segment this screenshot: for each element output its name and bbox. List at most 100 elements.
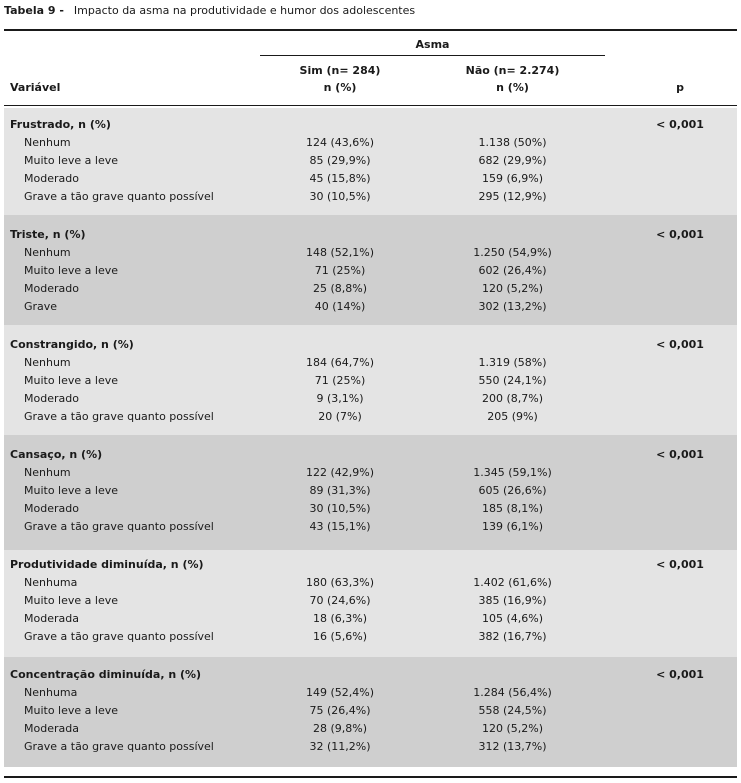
- section-title-row: Concentração diminuída, n (%) < 0,001: [4, 666, 737, 684]
- table-row: Moderada 28 (9,8%) 120 (5,2%): [4, 720, 737, 738]
- table-row: Grave a tão grave quanto possível 30 (10…: [4, 188, 737, 206]
- header-sim-line1: Sim (n= 284): [299, 64, 381, 77]
- cell-nao: 1.138 (50%): [478, 136, 547, 149]
- table-row: Nenhuma 149 (52,4%) 1.284 (56,4%): [4, 684, 737, 702]
- section-cansaco: Cansaço, n (%) < 0,001 Nenhum 122 (42,9%…: [4, 435, 737, 550]
- section-title: Concentração diminuída, n (%): [10, 668, 202, 681]
- section-title-row: Frustrado, n (%) < 0,001: [4, 116, 737, 134]
- table-row: Nenhum 124 (43,6%) 1.138 (50%): [4, 134, 737, 152]
- table-caption: Tabela 9 - Impacto da asma na produtivida…: [4, 4, 415, 17]
- cell-nao: 602 (26,4%): [478, 264, 547, 277]
- cell-nao: 1.284 (56,4%): [473, 686, 552, 699]
- row-label: Moderado: [24, 282, 79, 295]
- row-label: Muito leve a leve: [24, 484, 118, 497]
- row-label: Grave a tão grave quanto possível: [24, 410, 214, 423]
- cell-nao: 558 (24,5%): [478, 704, 547, 717]
- cell-nao: 205 (9%): [487, 410, 538, 423]
- cell-nao: 120 (5,2%): [481, 282, 544, 295]
- cell-nao: 159 (6,9%): [481, 172, 544, 185]
- row-label: Nenhum: [24, 356, 71, 369]
- cell-sim: 89 (31,3%): [309, 484, 371, 497]
- row-label: Nenhum: [24, 136, 71, 149]
- row-label: Muito leve a leve: [24, 594, 118, 607]
- row-label: Grave: [24, 300, 58, 313]
- table-row: Muito leve a leve 71 (25%) 550 (24,1%): [4, 372, 737, 390]
- row-label: Grave a tão grave quanto possível: [24, 520, 214, 533]
- p-value: < 0,001: [656, 338, 704, 351]
- row-label: Moderada: [24, 612, 79, 625]
- cell-sim: 122 (42,9%): [305, 466, 375, 479]
- header-sim-line2: n (%): [323, 81, 357, 94]
- row-label: Muito leve a leve: [24, 374, 118, 387]
- section-title: Cansaço, n (%): [10, 448, 103, 461]
- table-row: Nenhum 148 (52,1%) 1.250 (54,9%): [4, 244, 737, 262]
- cell-nao: 1.319 (58%): [478, 356, 547, 369]
- cell-sim: 40 (14%): [314, 300, 366, 313]
- table-row: Moderado 45 (15,8%) 159 (6,9%): [4, 170, 737, 188]
- header-variable: Variável: [10, 81, 61, 94]
- table-row: Moderado 25 (8,8%) 120 (5,2%): [4, 280, 737, 298]
- section-title-row: Constrangido, n (%) < 0,001: [4, 336, 737, 354]
- cell-sim: 16 (5,6%): [312, 630, 368, 643]
- row-label: Nenhuma: [24, 686, 78, 699]
- section-title: Triste, n (%): [10, 228, 86, 241]
- p-value: < 0,001: [656, 448, 704, 461]
- table-top-rule: [4, 29, 737, 31]
- table-row: Nenhum 184 (64,7%) 1.319 (58%): [4, 354, 737, 372]
- cell-nao: 139 (6,1%): [481, 520, 544, 533]
- row-label: Moderado: [24, 172, 79, 185]
- cell-sim: 180 (63,3%): [305, 576, 375, 589]
- cell-nao: 550 (24,1%): [478, 374, 547, 387]
- row-label: Moderada: [24, 722, 79, 735]
- cell-sim: 45 (15,8%): [309, 172, 371, 185]
- cell-nao: 302 (13,2%): [478, 300, 547, 313]
- table-row: Nenhuma 180 (63,3%) 1.402 (61,6%): [4, 574, 737, 592]
- cell-nao: 185 (8,1%): [481, 502, 544, 515]
- table-row: Moderado 30 (10,5%) 185 (8,1%): [4, 500, 737, 518]
- cell-nao: 312 (13,7%): [478, 740, 547, 753]
- section-triste: Triste, n (%) < 0,001 Nenhum 148 (52,1%)…: [4, 215, 737, 325]
- cell-nao: 120 (5,2%): [481, 722, 544, 735]
- column-group-label: Asma: [415, 38, 450, 51]
- cell-sim: 32 (11,2%): [309, 740, 371, 753]
- table-row: Grave a tão grave quanto possível 32 (11…: [4, 738, 737, 756]
- table-row: Moderada 18 (6,3%) 105 (4,6%): [4, 610, 737, 628]
- section-frustrado: Frustrado, n (%) < 0,001 Nenhum 124 (43,…: [4, 108, 737, 215]
- p-value: < 0,001: [656, 228, 704, 241]
- row-label: Grave a tão grave quanto possível: [24, 190, 214, 203]
- column-group-rule: [260, 55, 605, 56]
- section-concentracao: Concentração diminuída, n (%) < 0,001 Ne…: [4, 657, 737, 767]
- cell-nao: 295 (12,9%): [478, 190, 547, 203]
- cell-sim: 71 (25%): [314, 264, 366, 277]
- cell-nao: 200 (8,7%): [481, 392, 544, 405]
- cell-sim: 85 (29,9%): [309, 154, 371, 167]
- section-title-row: Cansaço, n (%) < 0,001: [4, 446, 737, 464]
- cell-sim: 28 (9,8%): [312, 722, 368, 735]
- caption-label: Tabela 9 -: [4, 4, 64, 17]
- row-label: Nenhuma: [24, 576, 78, 589]
- section-title-row: Triste, n (%) < 0,001: [4, 226, 737, 244]
- cell-sim: 71 (25%): [314, 374, 366, 387]
- table-row: Grave a tão grave quanto possível 16 (5,…: [4, 628, 737, 646]
- cell-sim: 75 (26,4%): [309, 704, 371, 717]
- cell-sim: 30 (10,5%): [309, 502, 371, 515]
- cell-nao: 605 (26,6%): [478, 484, 547, 497]
- cell-nao: 682 (29,9%): [478, 154, 547, 167]
- cell-nao: 1.402 (61,6%): [473, 576, 552, 589]
- table-row: Grave 40 (14%) 302 (13,2%): [4, 298, 737, 316]
- row-label: Moderado: [24, 392, 79, 405]
- section-title-row: Produtividade diminuída, n (%) < 0,001: [4, 556, 737, 574]
- caption-text: Impacto da asma na produtividade e humor…: [73, 4, 416, 17]
- cell-nao: 1.250 (54,9%): [473, 246, 552, 259]
- cell-nao: 105 (4,6%): [481, 612, 544, 625]
- row-label: Moderado: [24, 502, 79, 515]
- row-label: Nenhum: [24, 466, 71, 479]
- row-label: Muito leve a leve: [24, 264, 118, 277]
- header-nao-line2: n (%): [496, 81, 529, 94]
- header-p: p: [676, 81, 684, 94]
- cell-sim: 18 (6,3%): [312, 612, 368, 625]
- cell-nao: 1.345 (59,1%): [473, 466, 552, 479]
- cell-sim: 184 (64,7%): [305, 356, 375, 369]
- header-bottom-rule: [4, 105, 737, 106]
